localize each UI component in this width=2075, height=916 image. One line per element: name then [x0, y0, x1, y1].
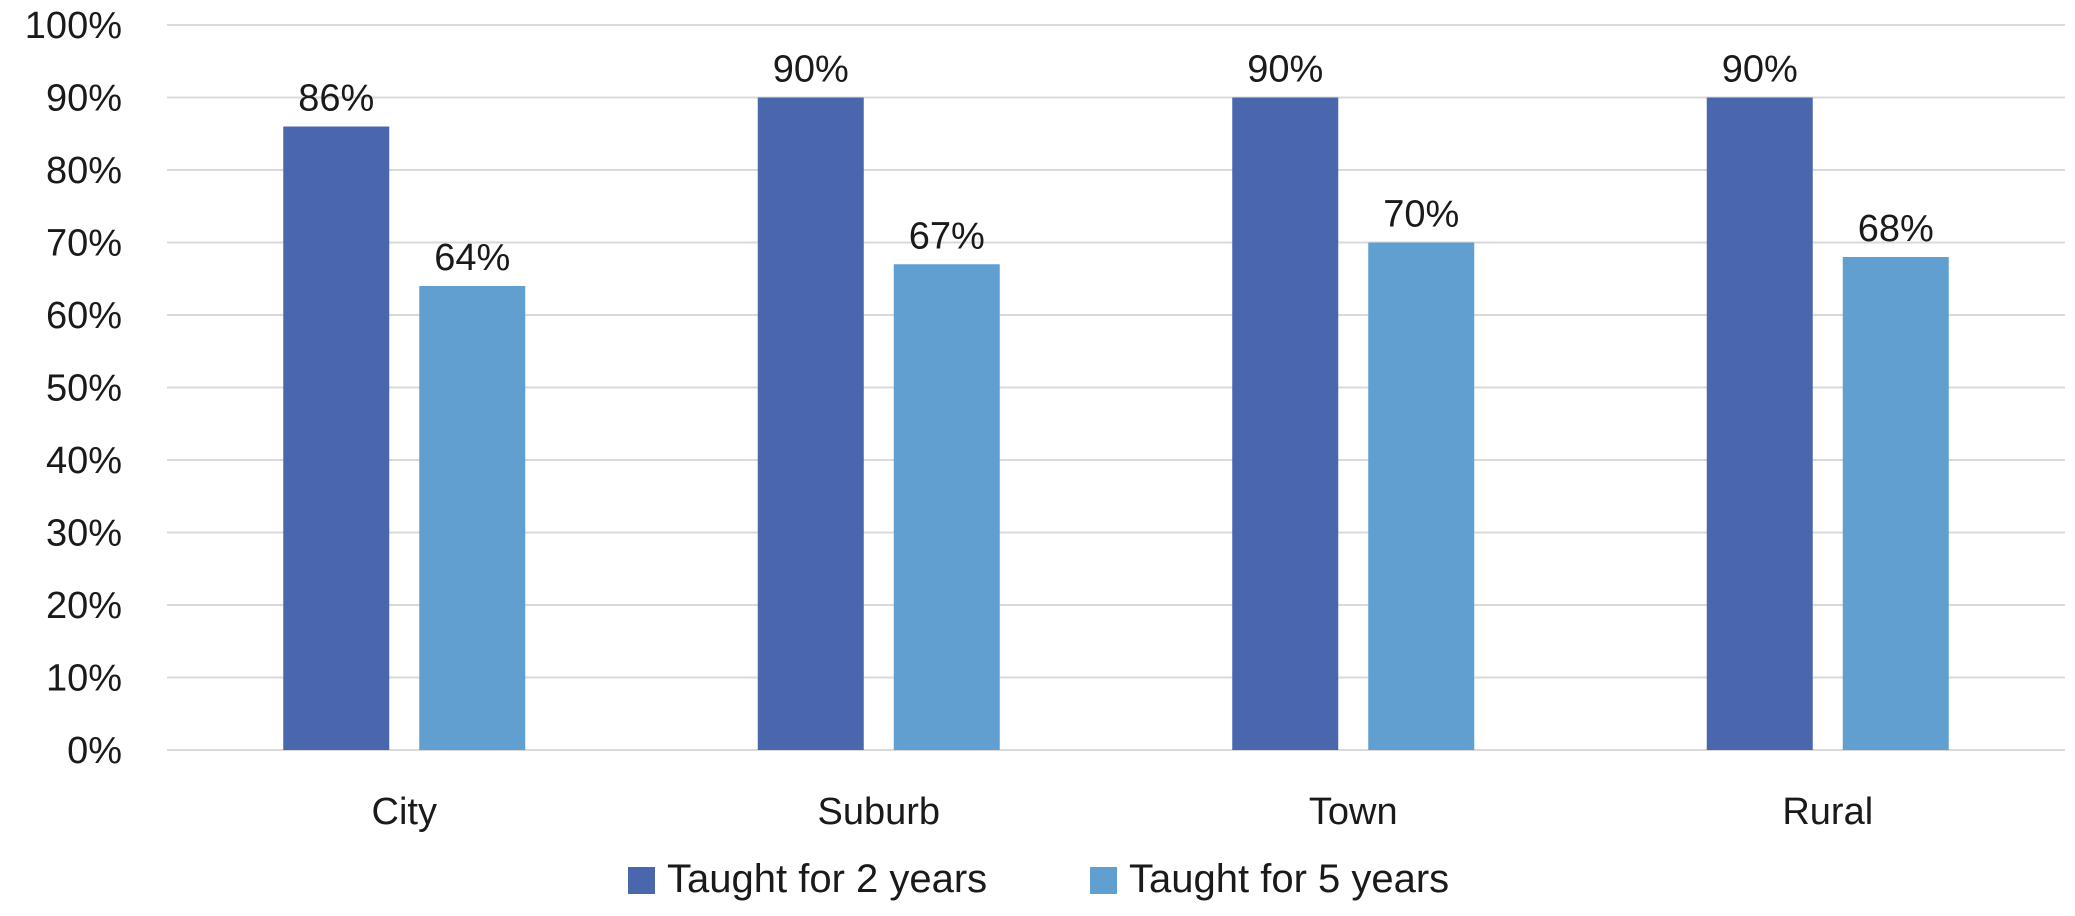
bar-town-series-2 [1368, 242, 1475, 750]
y-tick-label: 50% [46, 368, 122, 410]
category-label: Suburb [817, 791, 940, 833]
category-label: City [372, 791, 437, 833]
y-tick-label: 10% [46, 658, 122, 700]
data-label: 67% [909, 215, 985, 257]
data-label: 70% [1383, 194, 1459, 236]
bar-suburb-series-2 [893, 264, 1000, 750]
category-label: Town [1309, 791, 1398, 833]
data-label: 86% [298, 78, 374, 120]
legend: Taught for 2 years Taught for 5 years [628, 857, 1449, 901]
data-label: 90% [1722, 49, 1798, 91]
bar-rural-series-1 [1706, 97, 1813, 750]
data-label: 90% [773, 49, 849, 91]
legend-label: Taught for 5 years [1129, 857, 1449, 901]
y-tick-label: 80% [46, 150, 122, 192]
bar-suburb-series-1 [757, 97, 864, 750]
y-tick-label: 100% [25, 5, 122, 47]
y-tick-label: 40% [46, 440, 122, 482]
y-tick-label: 20% [46, 585, 122, 627]
bar-town-series-1 [1232, 97, 1339, 750]
bars [283, 97, 1949, 750]
category-label: Rural [1782, 791, 1873, 833]
legend-label: Taught for 2 years [667, 857, 987, 901]
y-tick-label: 60% [46, 295, 122, 337]
bar-city-series-2 [419, 286, 526, 750]
bar-rural-series-2 [1842, 257, 1949, 750]
y-axis-ticks: 0% 10% 20% 30% 40% 50% 60% 70% 80% 90% 100% [25, 5, 122, 772]
data-labels: 86% 64% 90% 67% 90% 70% 90% 68% [298, 49, 1934, 280]
data-label: 90% [1247, 49, 1323, 91]
legend-swatch-series-2 [1090, 867, 1117, 894]
data-label: 68% [1858, 208, 1934, 250]
bar-city-series-1 [283, 126, 390, 750]
data-label: 64% [434, 237, 510, 279]
y-tick-label: 70% [46, 223, 122, 265]
y-tick-label: 30% [46, 513, 122, 555]
y-tick-label: 0% [67, 730, 122, 772]
y-tick-label: 90% [46, 78, 122, 120]
x-axis-categories: City Suburb Town Rural [372, 791, 1874, 833]
legend-swatch-series-1 [628, 867, 655, 894]
